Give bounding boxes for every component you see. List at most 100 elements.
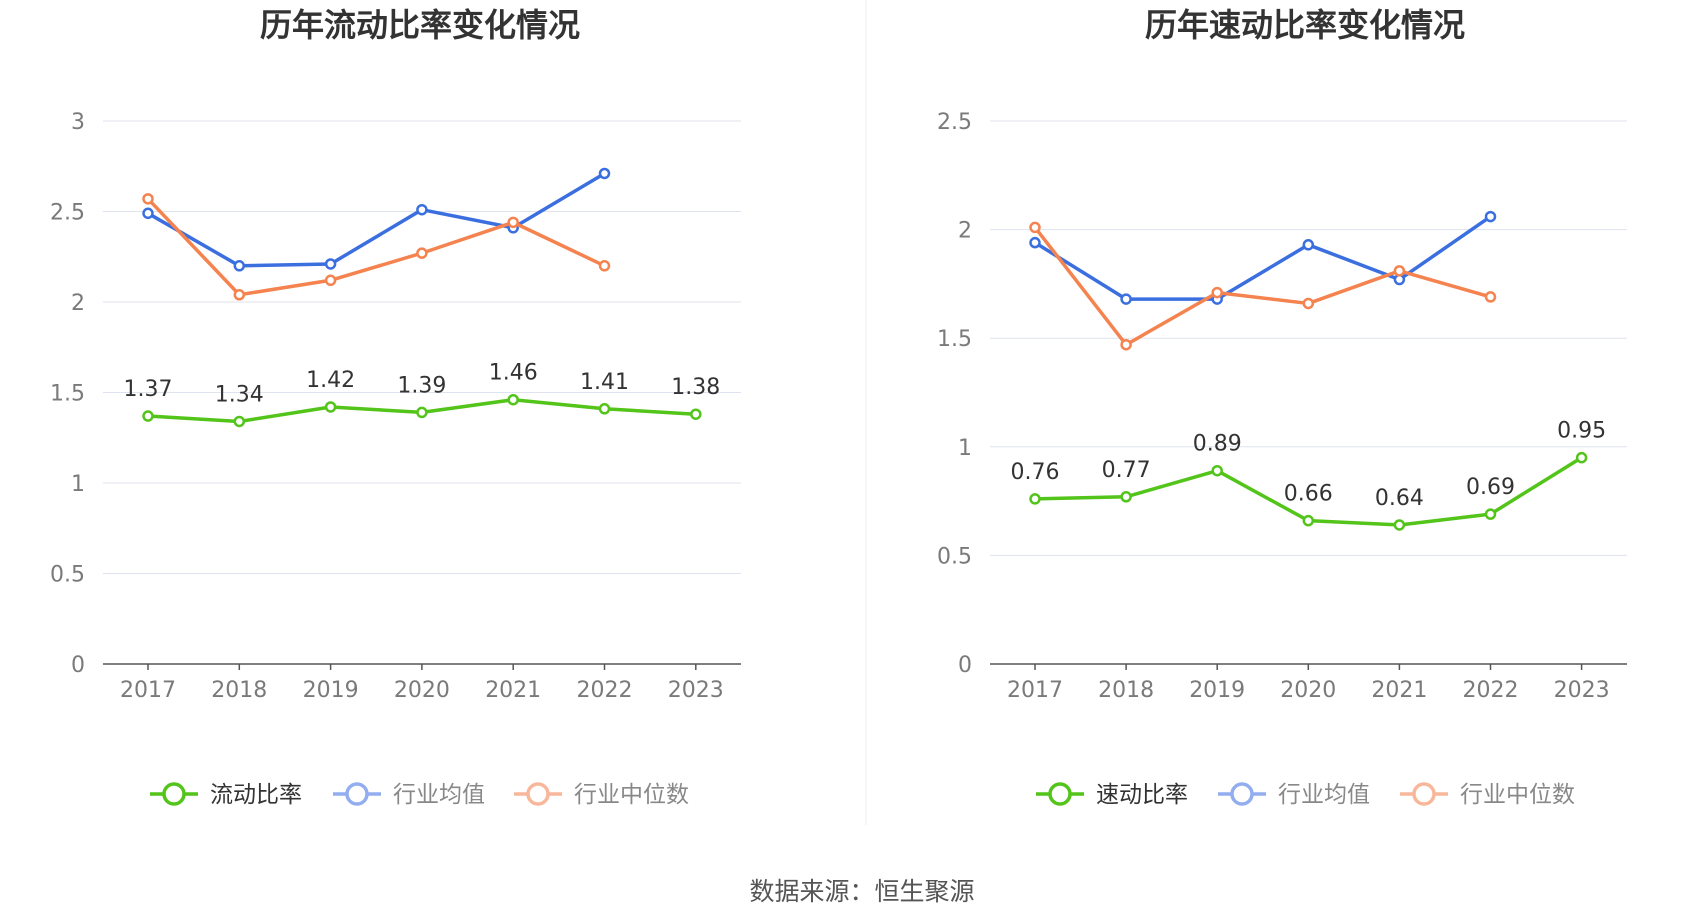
data-label: 0.95 bbox=[1557, 419, 1606, 444]
x-tick-label: 2020 bbox=[1280, 678, 1336, 703]
x-tick-label: 2017 bbox=[1007, 678, 1063, 703]
data-label: 0.69 bbox=[1466, 475, 1515, 500]
x-tick-label: 2018 bbox=[211, 678, 267, 703]
data-label: 1.37 bbox=[124, 377, 173, 402]
data-label: 0.64 bbox=[1375, 486, 1424, 511]
data-point[interactable] bbox=[233, 260, 246, 272]
data-point[interactable] bbox=[1211, 464, 1223, 477]
data-point[interactable] bbox=[416, 247, 428, 259]
data-point[interactable] bbox=[1029, 236, 1041, 249]
legend-marker bbox=[345, 782, 369, 806]
legend-label: 行业中位数 bbox=[1460, 782, 1575, 808]
data-point[interactable] bbox=[1029, 493, 1041, 505]
x-tick-label: 2023 bbox=[1554, 678, 1610, 703]
y-tick-label: 1 bbox=[71, 472, 85, 497]
x-tick-label: 2019 bbox=[1189, 678, 1245, 703]
legend-item-industry-median[interactable]: 行业中位数 bbox=[514, 782, 689, 808]
x-tick-label: 2022 bbox=[577, 678, 633, 703]
data-point[interactable] bbox=[598, 167, 611, 180]
y-tick-label: 2 bbox=[958, 219, 972, 244]
x-tick-label: 2017 bbox=[120, 678, 176, 703]
x-tick-label: 2021 bbox=[485, 678, 541, 703]
data-point[interactable] bbox=[324, 401, 337, 413]
series-industry-average bbox=[142, 167, 611, 272]
legend-label: 流动比率 bbox=[210, 782, 302, 808]
series-industry-median bbox=[1029, 221, 1497, 351]
data-label: 0.76 bbox=[1011, 460, 1060, 485]
legend-item-industry-average[interactable]: 行业均值 bbox=[333, 782, 485, 808]
data-point[interactable] bbox=[598, 260, 611, 272]
legend-item-industry-average[interactable]: 行业均值 bbox=[1218, 782, 1370, 808]
series-main: 1.37 1.34 1.42 1.39 1.46 1.41 1.38 bbox=[124, 361, 720, 428]
data-point[interactable] bbox=[1120, 338, 1132, 351]
data-label: 1.34 bbox=[215, 382, 264, 407]
series-industry-average bbox=[1029, 210, 1497, 305]
data-point[interactable] bbox=[1120, 293, 1132, 305]
data-point[interactable] bbox=[233, 415, 246, 428]
y-tick-label: 1.5 bbox=[937, 327, 972, 352]
data-point[interactable] bbox=[598, 403, 611, 415]
data-point[interactable] bbox=[233, 289, 246, 301]
x-tick-label: 2022 bbox=[1463, 678, 1519, 703]
data-point[interactable] bbox=[507, 216, 519, 229]
legend-label: 速动比率 bbox=[1096, 782, 1188, 808]
legend-label: 行业均值 bbox=[393, 782, 485, 808]
data-point[interactable] bbox=[507, 393, 519, 406]
data-label: 0.77 bbox=[1102, 458, 1151, 483]
y-tick-label: 0 bbox=[71, 653, 85, 678]
data-point[interactable] bbox=[324, 274, 337, 287]
data-point[interactable] bbox=[142, 193, 154, 205]
legend-item-industry-median[interactable]: 行业中位数 bbox=[1400, 782, 1575, 808]
chart-panel-1: 历年流动比率变化情况 0 0.5 1 1.5 2 2.5 3 2017 2018 2019 2020 2… bbox=[50, 6, 741, 808]
y-tick-label: 2 bbox=[71, 291, 85, 316]
legend-label: 行业中位数 bbox=[574, 782, 689, 808]
data-point[interactable] bbox=[1211, 286, 1223, 299]
data-label: 0.89 bbox=[1193, 432, 1242, 457]
data-point[interactable] bbox=[142, 207, 154, 220]
legend-marker bbox=[526, 782, 550, 806]
data-point[interactable] bbox=[324, 258, 337, 270]
data-label: 1.38 bbox=[671, 375, 720, 400]
series-industry-median bbox=[142, 193, 611, 301]
data-point[interactable] bbox=[1484, 210, 1497, 223]
data-point[interactable] bbox=[142, 410, 154, 422]
data-label: 1.46 bbox=[489, 361, 538, 386]
data-point[interactable] bbox=[690, 408, 702, 420]
data-point[interactable] bbox=[1393, 265, 1406, 277]
x-tick-label: 2019 bbox=[303, 678, 359, 703]
data-point[interactable] bbox=[1029, 221, 1041, 234]
legend-label: 行业均值 bbox=[1278, 782, 1370, 808]
y-tick-label: 1 bbox=[958, 436, 972, 461]
y-tick-label: 1.5 bbox=[50, 382, 85, 407]
data-point[interactable] bbox=[1484, 508, 1497, 520]
series-line bbox=[146, 197, 606, 297]
data-point[interactable] bbox=[1302, 514, 1315, 527]
data-point[interactable] bbox=[416, 406, 428, 419]
y-tick-label: 0.5 bbox=[937, 544, 972, 569]
series-line bbox=[1033, 226, 1491, 347]
data-label: 0.66 bbox=[1284, 482, 1333, 507]
data-point[interactable] bbox=[1302, 239, 1315, 251]
data-point[interactable] bbox=[1393, 519, 1406, 531]
data-label: 1.39 bbox=[397, 373, 446, 398]
legend-item-main[interactable]: 速动比率 bbox=[1036, 782, 1188, 808]
data-label: 1.41 bbox=[580, 370, 629, 395]
data-source: 数据来源：恒生聚源 bbox=[749, 877, 974, 906]
y-tick-label: 0.5 bbox=[50, 563, 85, 588]
y-tick-label: 0 bbox=[958, 653, 972, 678]
legend-item-main[interactable]: 流动比率 bbox=[150, 782, 302, 808]
legend-marker bbox=[1230, 782, 1254, 806]
chart-title: 历年流动比率变化情况 bbox=[260, 6, 580, 44]
data-point[interactable] bbox=[1302, 297, 1315, 310]
data-label: 1.42 bbox=[306, 368, 355, 393]
x-tick-label: 2018 bbox=[1098, 678, 1154, 703]
series-main: 0.76 0.77 0.89 0.66 0.64 0.69 0.95 bbox=[1011, 419, 1606, 531]
x-tick-label: 2020 bbox=[394, 678, 450, 703]
data-point[interactable] bbox=[1484, 291, 1497, 303]
chart-title: 历年速动比率变化情况 bbox=[1145, 6, 1465, 44]
data-point[interactable] bbox=[416, 203, 428, 216]
data-point[interactable] bbox=[1120, 491, 1132, 503]
y-tick-label: 2.5 bbox=[50, 201, 85, 226]
data-point[interactable] bbox=[1575, 451, 1588, 464]
